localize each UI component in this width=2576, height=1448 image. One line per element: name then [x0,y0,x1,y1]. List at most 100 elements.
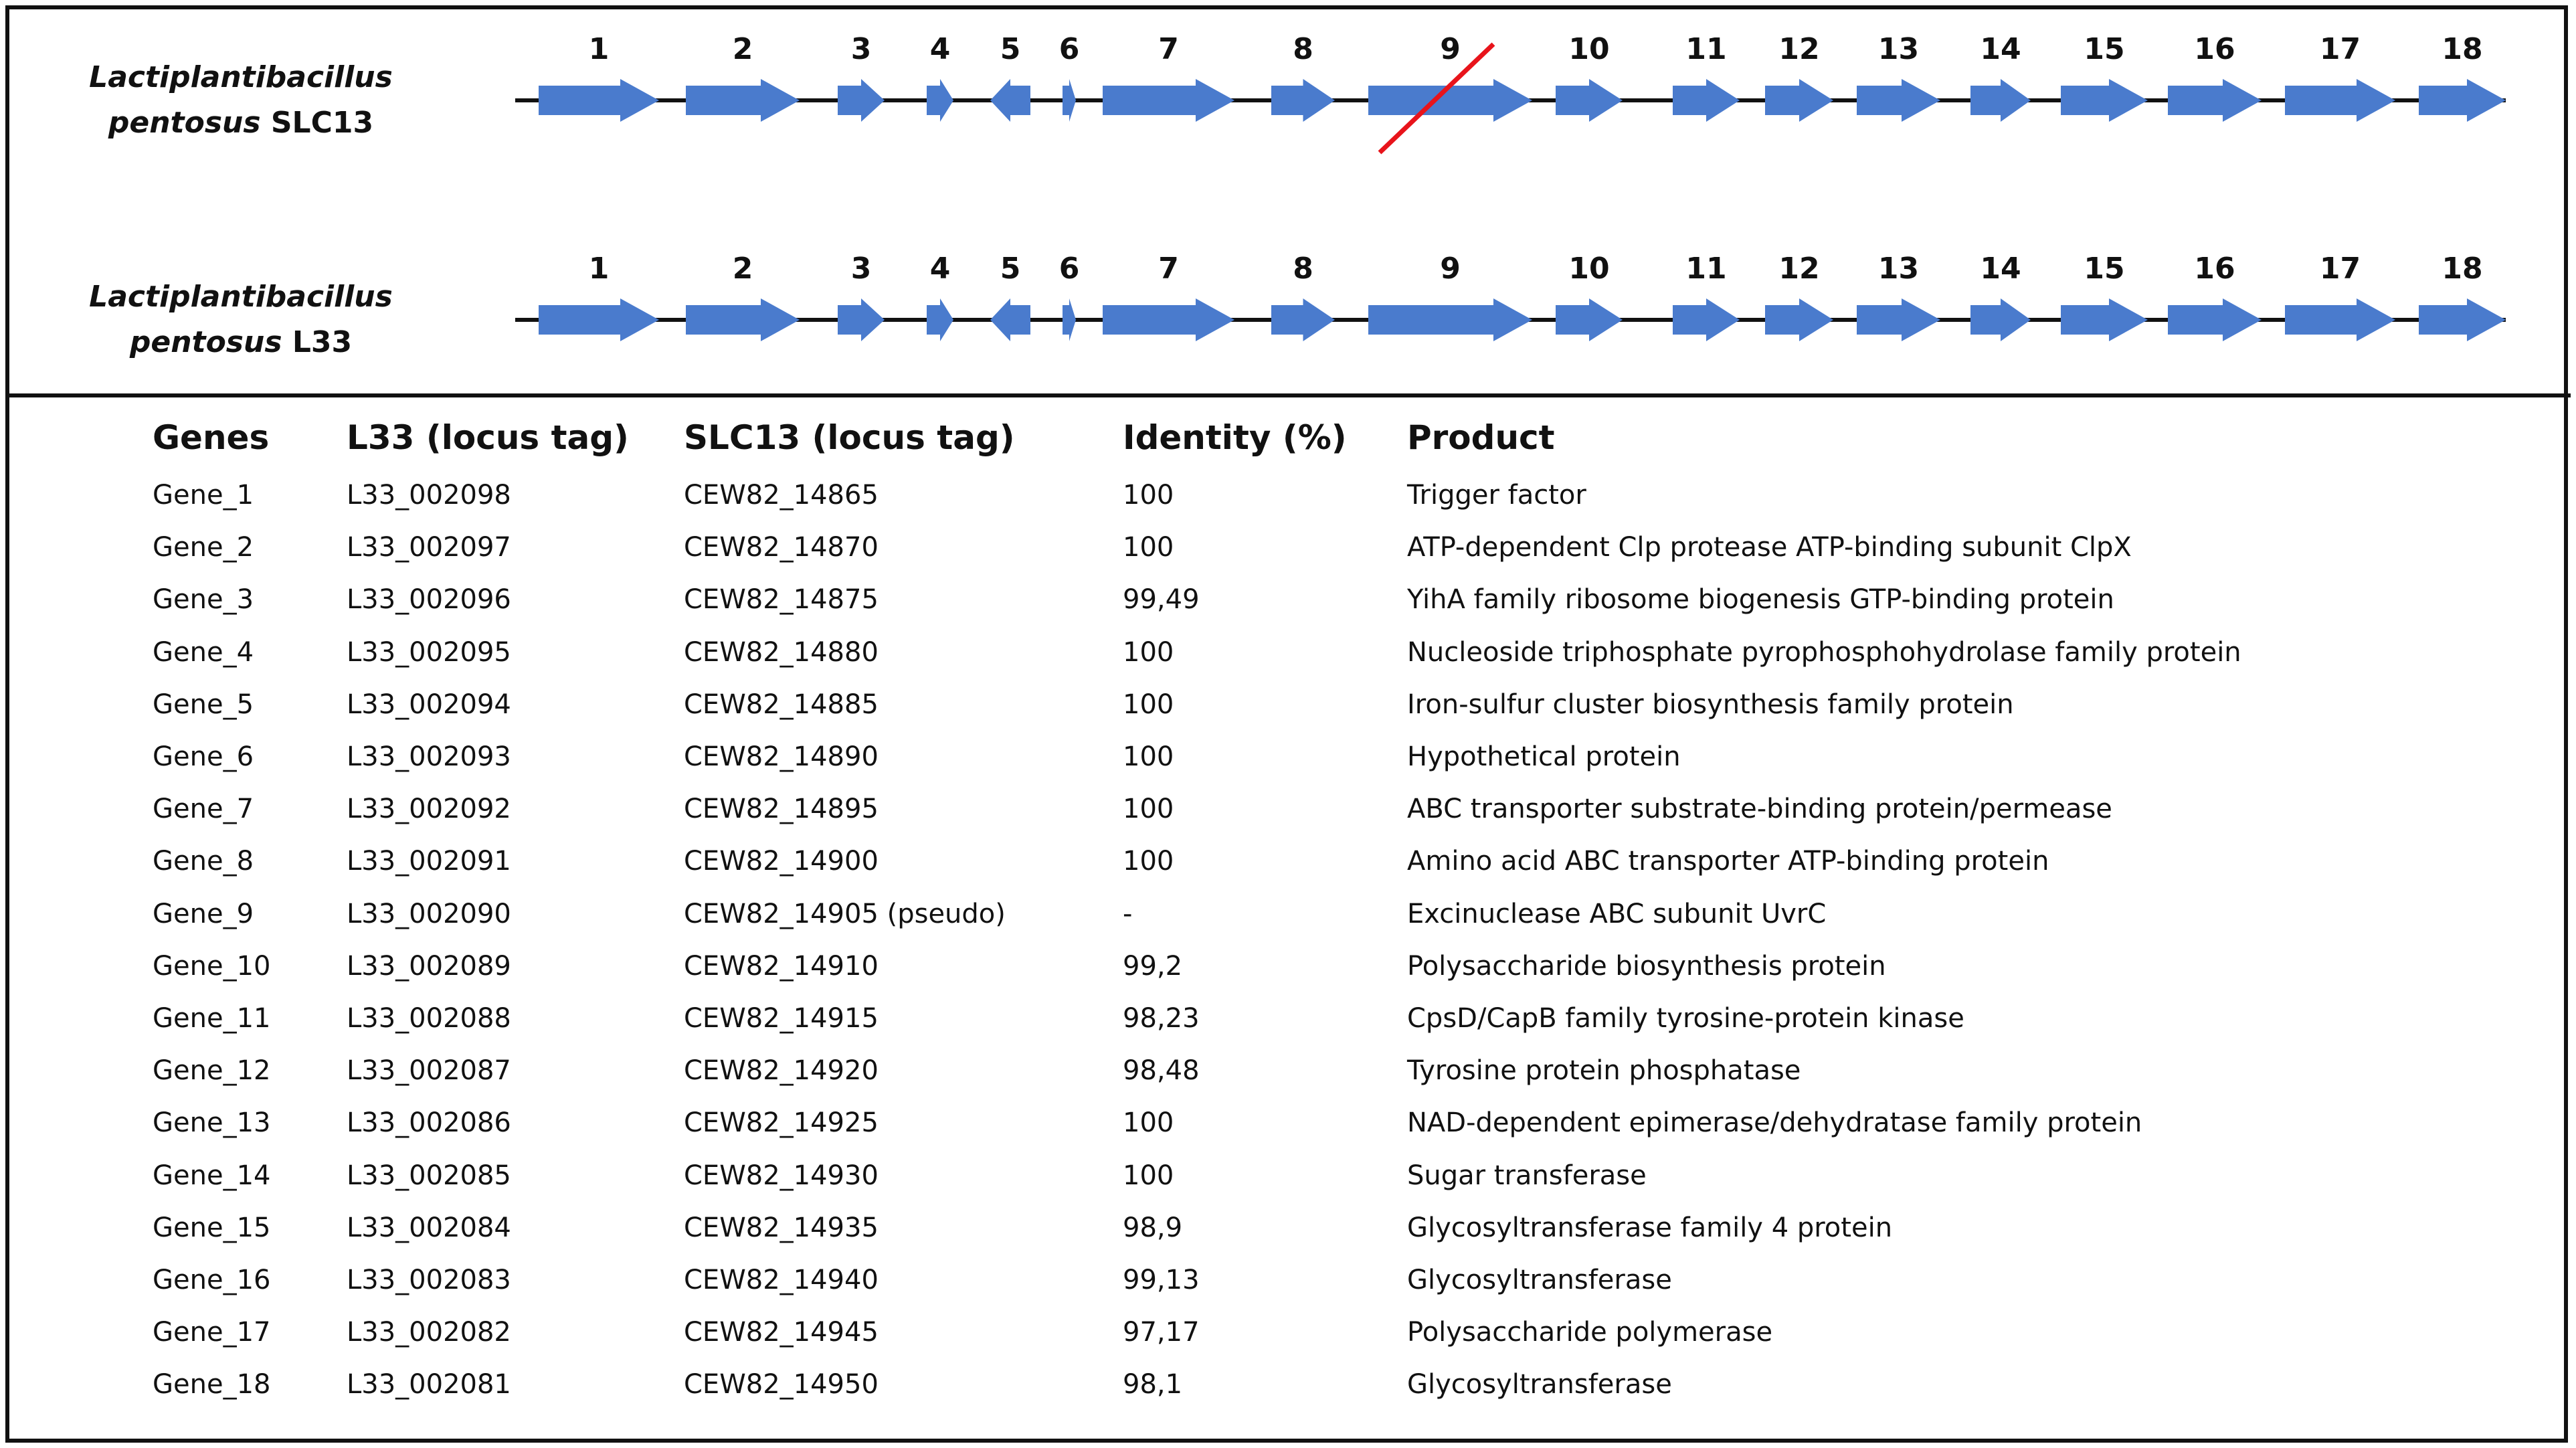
gene-arrow-l33-14 [1970,298,2031,341]
product-cell: YihA family ribosome biogenesis GTP-bind… [1407,584,2114,616]
gene-number-slc13-3: 3 [851,32,872,66]
gene-number-slc13-13: 13 [1878,32,1919,66]
gene-arrow-l33-13 [1857,298,1940,341]
gene-number-l33-11: 11 [1685,252,1726,286]
l33-locus-cell: L33_002092 [347,794,511,825]
table-row: Gene_3 L33_002096 CEW82_14875 99,49 YihA fam… [153,579,2427,620]
gene-arrow-l33-4 [927,298,953,341]
l33-locus-cell: L33_002091 [347,846,511,877]
identity-cell: 100 [1123,532,1174,563]
slc13-locus-cell: CEW82_14915 [684,1003,879,1034]
slc13-locus-cell: CEW82_14870 [684,532,879,563]
l33-locus-cell: L33_002083 [347,1265,511,1295]
table-row: Gene_11 L33_002088 CEW82_14915 98,23 CpsD/Ca… [153,998,2427,1038]
gene-number-l33-1: 1 [589,252,610,286]
gene-arrow-slc13-14 [1970,79,2031,122]
identity-cell: - [1123,898,1133,929]
gene-arrow-slc13-15 [2061,79,2148,122]
gene-number-l33-13: 13 [1878,252,1919,286]
table-row: Gene_9 L33_002090 CEW82_14905 (pseudo) - Exc… [153,894,2427,934]
l33-locus-cell: L33_002089 [347,950,511,982]
gene-arrow-slc13-8 [1271,79,1335,122]
slc13-locus-cell: CEW82_14945 [684,1317,879,1348]
identity-cell: 100 [1123,741,1174,772]
gene-arrow-slc13-5 [990,79,1030,122]
strain-label-slc13-line2: pentosus SLC13 [108,106,373,140]
product-cell: Excinuclease ABC subunit UvrC [1407,898,1827,929]
gene-cell: Gene_7 [153,794,254,825]
identity-cell: 97,17 [1123,1317,1200,1348]
gene-arrow-l33-18 [2419,298,2506,341]
gene-cell: Gene_12 [153,1055,271,1087]
gene-cell: Gene_6 [153,741,254,772]
gene-number-l33-17: 17 [2320,252,2361,286]
table-row: Gene_13 L33_002086 CEW82_14925 100 NAD-depen… [153,1103,2427,1143]
l33-locus-cell: L33_002082 [347,1317,511,1348]
gene-arrow-slc13-16 [2168,79,2262,122]
gene-cell: Gene_11 [153,1003,271,1034]
gene-cell: Gene_3 [153,584,254,616]
gene-number-l33-12: 12 [1778,252,1819,286]
slc13-locus-cell: CEW82_14910 [684,950,879,982]
identity-cell: 100 [1123,1160,1174,1191]
gene-number-l33-5: 5 [1000,252,1021,286]
slc13-locus-cell: CEW82_14920 [684,1055,879,1087]
gene-cell: Gene_8 [153,846,254,877]
product-cell: Polysaccharide polymerase [1407,1317,1773,1348]
gene-arrow-l33-12 [1765,298,1833,341]
table-row: Gene_1 L33_002098 CEW82_14865 100 Trigger fa… [153,475,2427,515]
gene-cell: Gene_18 [153,1369,271,1400]
identity-cell: 99,49 [1123,584,1200,616]
table-row: Gene_8 L33_002091 CEW82_14900 100 Amino acid… [153,841,2427,881]
gene-cell: Gene_13 [153,1107,271,1139]
figure-frame [5,5,2568,1443]
gene-number-slc13-18: 18 [2442,32,2482,66]
gene-cell: Gene_9 [153,898,254,929]
table-row: Gene_2 L33_002097 CEW82_14870 100 ATP-depend… [153,527,2427,567]
gene-number-l33-16: 16 [2194,252,2235,286]
gene-arrow-l33-17 [2285,298,2395,341]
identity-cell: 100 [1123,689,1174,720]
identity-cell: 100 [1123,480,1174,511]
identity-cell: 98,1 [1123,1369,1183,1400]
gene-arrow-slc13-4 [927,79,953,122]
slc13-locus-cell: CEW82_14950 [684,1369,879,1400]
slc13-locus-cell: CEW82_14895 [684,794,879,825]
gene-number-slc13-4: 4 [930,32,951,66]
gene-arrow-slc13-7 [1103,79,1234,122]
gene-number-slc13-10: 10 [1568,32,1609,66]
table-row: Gene_15 L33_002084 CEW82_14935 98,9 Glycosyl… [153,1208,2427,1248]
l33-locus-cell: L33_002088 [347,1003,511,1034]
gene-arrow-slc13-9 [1368,79,1532,122]
table-row: Gene_7 L33_002092 CEW82_14895 100 ABC transp… [153,789,2427,829]
pseudogene-strike [1378,42,1495,155]
table-row: Gene_12 L33_002087 CEW82_14920 98,48 Tyrosin… [153,1051,2427,1091]
product-cell: CpsD/CapB family tyrosine-protein kinase [1407,1003,1964,1034]
gene-number-slc13-17: 17 [2320,32,2361,66]
gene-number-l33-14: 14 [1980,252,2021,286]
identity-cell: 100 [1123,636,1174,668]
gene-cell: Gene_15 [153,1212,271,1243]
gene-arrow-slc13-11 [1673,79,1740,122]
gene-number-slc13-16: 16 [2194,32,2235,66]
slc13-locus-cell: CEW82_14935 [684,1212,879,1243]
slc13-locus-cell: CEW82_14930 [684,1160,879,1191]
table-row: Gene_10 L33_002089 CEW82_14910 99,2 Polysacc… [153,946,2427,986]
product-cell: NAD-dependent epimerase/dehydratase fami… [1407,1107,2142,1139]
product-cell: Trigger factor [1407,480,1586,511]
gene-arrow-l33-10 [1556,298,1623,341]
gene-number-l33-7: 7 [1158,252,1179,286]
gene-number-slc13-8: 8 [1293,32,1313,66]
product-cell: Glycosyltransferase [1407,1369,1672,1400]
gene-number-slc13-2: 2 [733,32,753,66]
identity-cell: 98,23 [1123,1003,1200,1034]
gene-track-slc13: 1 2 3 4 5 6 7 8 9 10 11 12 13 14 15 16 17 18 [539,32,2506,122]
l33-locus-cell: L33_002093 [347,741,511,772]
gene-cell: Gene_5 [153,689,254,720]
gene-arrow-l33-8 [1271,298,1335,341]
gene-number-slc13-1: 1 [589,32,610,66]
table-row: Gene_14 L33_002085 CEW82_14930 100 Sugar tra… [153,1156,2427,1196]
gene-number-l33-8: 8 [1293,252,1313,286]
l33-locus-cell: L33_002095 [347,636,511,668]
header-l33-locus: L33 (locus tag) [347,418,629,457]
